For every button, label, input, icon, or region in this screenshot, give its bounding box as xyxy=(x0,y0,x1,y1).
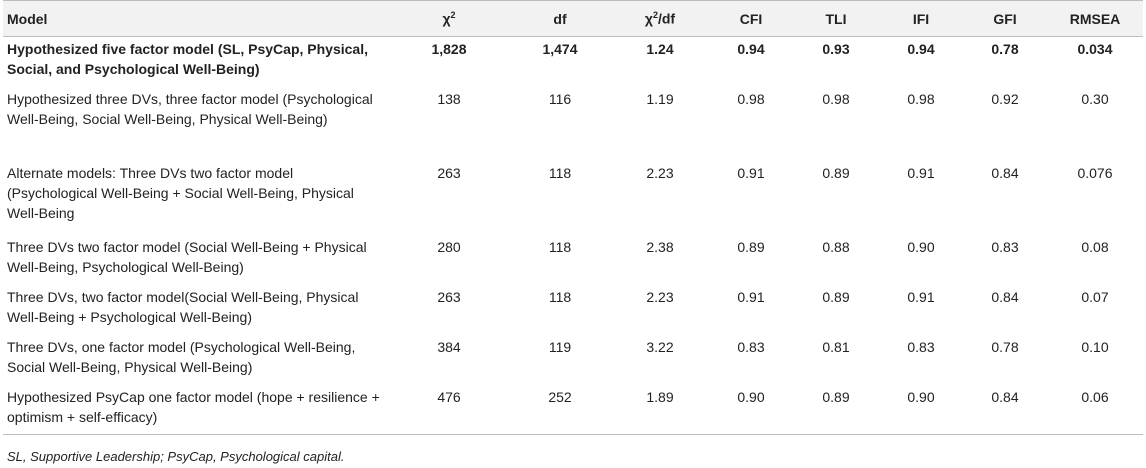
cell-model: Three DVs, one factor model (Psychologic… xyxy=(7,338,356,375)
cell-rmsea: 0.08 xyxy=(1081,238,1109,255)
table-container: Model χ2 df χ2/df CFI TLI IFI GFI RMSEA … xyxy=(3,0,1143,464)
cell-model: Hypothesized three DVs, three factor mod… xyxy=(7,90,373,127)
cell-tli: 0.88 xyxy=(822,238,850,255)
cell-gfi: 0.84 xyxy=(963,384,1047,435)
table-row: Three DVs, two factor model(Social Well-… xyxy=(3,285,1143,335)
cell-rmsea: 0.034 xyxy=(1077,41,1113,57)
cell-tli: 0.89 xyxy=(822,288,850,305)
header-rmsea: RMSEA xyxy=(1047,0,1143,37)
model-fit-table: Model χ2 df χ2/df CFI TLI IFI GFI RMSEA … xyxy=(3,0,1143,435)
cell-model: Three DVs, two factor model(Social Well-… xyxy=(7,288,359,325)
cell-ifi: 0.91 xyxy=(907,164,935,181)
cell-chi2df: 3.22 xyxy=(646,338,674,355)
cell-ifi: 0.98 xyxy=(907,90,935,107)
cell-chi2df: 2.38 xyxy=(646,238,674,255)
cell-cfi: 0.94 xyxy=(737,41,765,57)
table-row: Alternate models: Three DVs two factor m… xyxy=(3,161,1143,235)
cell-chi2: 263 xyxy=(437,288,461,305)
cell-ifi: 0.91 xyxy=(907,288,935,305)
cell-chi2: 476 xyxy=(389,384,509,435)
table-row: Three DVs, one factor model (Psychologic… xyxy=(3,335,1143,385)
cell-cfi: 0.90 xyxy=(709,384,793,435)
cell-rmsea: 0.07 xyxy=(1081,288,1109,305)
cell-ifi: 0.94 xyxy=(907,41,935,57)
header-chi-square-df: χ2/df xyxy=(611,0,709,37)
cell-tli: 0.89 xyxy=(793,384,879,435)
cell-cfi: 0.89 xyxy=(737,238,765,255)
cell-gfi: 0.92 xyxy=(991,90,1019,107)
cell-chi2: 1,828 xyxy=(431,41,467,57)
cell-chi2df: 1.19 xyxy=(646,90,674,107)
cell-tli: 0.98 xyxy=(822,90,850,107)
cell-ifi: 0.90 xyxy=(879,384,963,435)
cell-gfi: 0.78 xyxy=(991,338,1019,355)
cell-rmsea: 0.30 xyxy=(1081,90,1109,107)
cell-chi2: 138 xyxy=(437,90,461,107)
cell-tli: 0.89 xyxy=(822,164,850,181)
cell-model: Hypothesized five factor model (SL, PsyC… xyxy=(7,41,368,77)
cell-rmsea: 0.10 xyxy=(1081,338,1109,355)
header-model: Model xyxy=(3,0,389,37)
cell-gfi: 0.78 xyxy=(991,41,1019,57)
cell-cfi: 0.83 xyxy=(737,338,765,355)
cell-model: Three DVs two factor model (Social Well-… xyxy=(7,238,367,275)
cell-chi2df: 1.89 xyxy=(611,384,709,435)
header-chi-square: χ2 xyxy=(389,0,509,37)
cell-df: 118 xyxy=(548,164,572,181)
table-footnote: SL, Supportive Leadership; PsyCap, Psych… xyxy=(7,449,345,464)
cell-model: Hypothesized PsyCap one factor model (ho… xyxy=(3,384,389,435)
cell-tli: 0.93 xyxy=(822,41,850,57)
cell-gfi: 0.83 xyxy=(991,238,1019,255)
cell-cfi: 0.91 xyxy=(737,288,765,305)
cell-df: 116 xyxy=(548,90,572,107)
table-row: Hypothesized three DVs, three factor mod… xyxy=(3,87,1143,161)
header-ifi: IFI xyxy=(879,0,963,37)
cell-chi2: 280 xyxy=(437,238,461,255)
table-row: Hypothesized five factor model (SL, PsyC… xyxy=(3,37,1143,87)
header-row: Model χ2 df χ2/df CFI TLI IFI GFI RMSEA xyxy=(3,0,1143,37)
cell-chi2: 384 xyxy=(437,338,461,355)
cell-ifi: 0.83 xyxy=(907,338,935,355)
cell-cfi: 0.98 xyxy=(737,90,765,107)
header-df: df xyxy=(509,0,611,37)
cell-df: 118 xyxy=(548,238,572,255)
cell-chi2df: 2.23 xyxy=(646,164,674,181)
table-row: Three DVs two factor model (Social Well-… xyxy=(3,235,1143,285)
header-tli: TLI xyxy=(793,0,879,37)
cell-rmsea: 0.076 xyxy=(1077,164,1113,181)
cell-gfi: 0.84 xyxy=(991,288,1019,305)
table-body: Hypothesized five factor model (SL, PsyC… xyxy=(3,37,1143,435)
table-row: Hypothesized PsyCap one factor model (ho… xyxy=(3,384,1143,435)
cell-cfi: 0.91 xyxy=(737,164,765,181)
header-gfi: GFI xyxy=(963,0,1047,37)
cell-tli: 0.81 xyxy=(822,338,850,355)
cell-df: 252 xyxy=(509,384,611,435)
cell-rmsea: 0.06 xyxy=(1047,384,1143,435)
cell-chi2df: 2.23 xyxy=(646,288,674,305)
cell-df: 1,474 xyxy=(542,41,578,57)
cell-ifi: 0.90 xyxy=(907,238,935,255)
cell-model: Alternate models: Three DVs two factor m… xyxy=(7,164,354,221)
cell-chi2: 263 xyxy=(437,164,461,181)
header-cfi: CFI xyxy=(709,0,793,37)
cell-chi2df: 1.24 xyxy=(646,41,674,57)
cell-gfi: 0.84 xyxy=(991,164,1019,181)
cell-df: 119 xyxy=(548,338,572,355)
cell-df: 118 xyxy=(548,288,572,305)
